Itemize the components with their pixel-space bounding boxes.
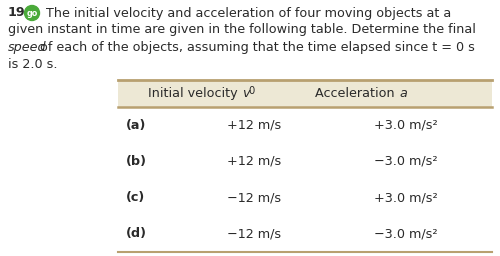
Text: go: go — [26, 8, 38, 17]
Text: +3.0 m/s²: +3.0 m/s² — [374, 191, 438, 204]
Text: v: v — [242, 87, 250, 100]
Text: (d): (d) — [126, 227, 147, 240]
Text: of each of the objects, assuming that the time elapsed since t = 0 s: of each of the objects, assuming that th… — [36, 40, 475, 54]
Text: speed: speed — [8, 40, 46, 54]
Text: −3.0 m/s²: −3.0 m/s² — [374, 155, 438, 168]
Text: (b): (b) — [126, 155, 147, 168]
Text: 19.: 19. — [8, 6, 30, 19]
Bar — [118, 80, 492, 107]
Text: Acceleration: Acceleration — [316, 87, 399, 100]
Text: is 2.0 s.: is 2.0 s. — [8, 58, 58, 70]
Text: +3.0 m/s²: +3.0 m/s² — [374, 119, 438, 132]
Text: The initial velocity and acceleration of four moving objects at a: The initial velocity and acceleration of… — [46, 6, 451, 19]
Text: −12 m/s: −12 m/s — [227, 191, 281, 204]
Text: a: a — [399, 87, 407, 100]
Text: given instant in time are given in the following table. Determine the final: given instant in time are given in the f… — [8, 24, 476, 37]
Text: +12 m/s: +12 m/s — [227, 155, 281, 168]
Text: −12 m/s: −12 m/s — [227, 227, 281, 240]
Text: +12 m/s: +12 m/s — [227, 119, 281, 132]
Text: (a): (a) — [126, 119, 146, 132]
Text: (c): (c) — [126, 191, 145, 204]
Text: 0: 0 — [248, 86, 254, 95]
Text: Initial velocity: Initial velocity — [148, 87, 242, 100]
Text: −3.0 m/s²: −3.0 m/s² — [374, 227, 438, 240]
Circle shape — [24, 5, 40, 20]
